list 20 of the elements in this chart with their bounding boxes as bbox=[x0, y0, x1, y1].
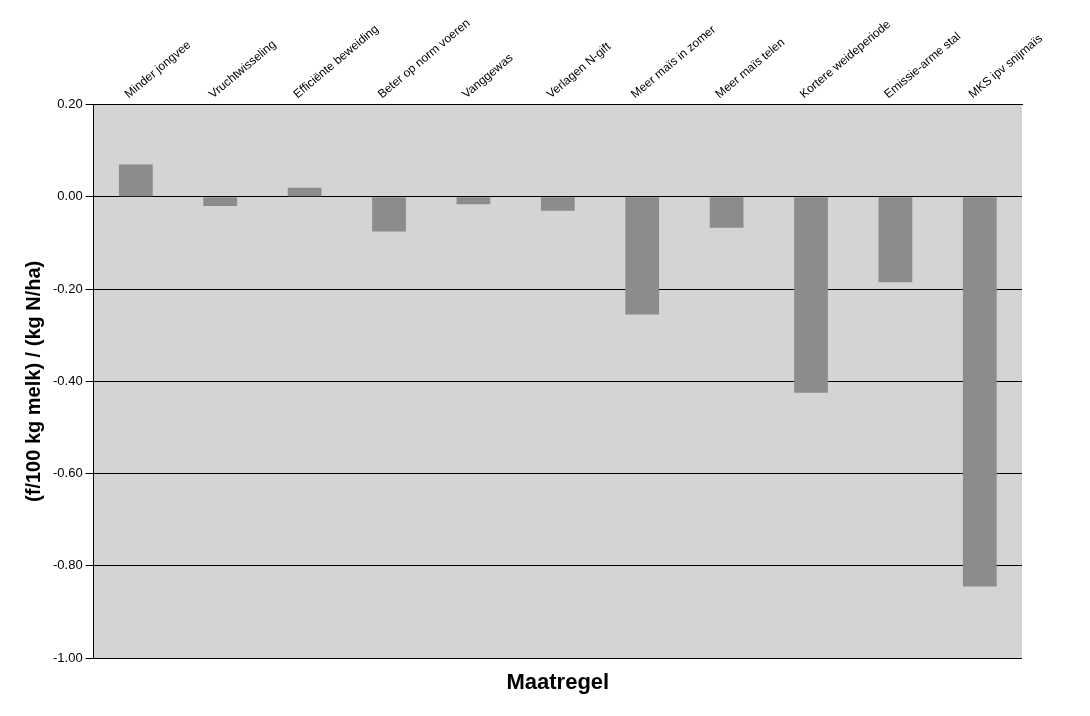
y-tick-label: -0.40 bbox=[52, 372, 83, 388]
bar bbox=[287, 187, 322, 197]
y-tick-label: -1.00 bbox=[52, 649, 83, 665]
bar bbox=[456, 197, 491, 205]
bar bbox=[540, 197, 575, 211]
y-tick-label: 0.00 bbox=[57, 188, 83, 204]
bar bbox=[709, 197, 744, 228]
bar bbox=[372, 197, 406, 232]
y-tick-label: -0.60 bbox=[52, 465, 83, 481]
y-axis-title: (f/100 kg melk) / (kg N/ha) bbox=[21, 260, 44, 502]
bar bbox=[794, 197, 828, 393]
bar bbox=[625, 197, 660, 315]
x-axis-title: Maatregel bbox=[506, 669, 610, 695]
bar bbox=[203, 197, 238, 207]
bar bbox=[962, 197, 997, 587]
y-tick-label: -0.80 bbox=[52, 557, 83, 573]
bar bbox=[118, 164, 153, 197]
y-tick-label: -0.20 bbox=[52, 280, 83, 296]
y-tick-label: 0.20 bbox=[57, 96, 83, 112]
bar bbox=[878, 197, 913, 283]
